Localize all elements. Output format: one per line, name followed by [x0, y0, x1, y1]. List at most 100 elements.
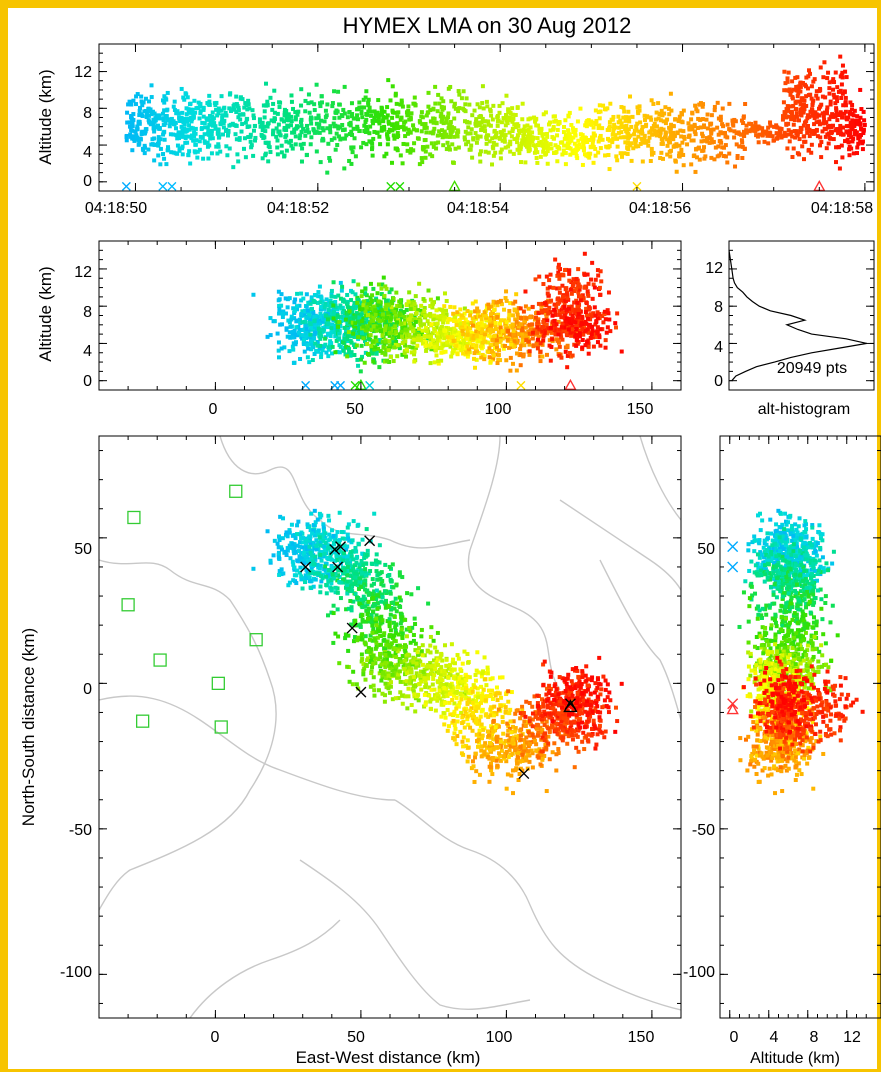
ew-altitude-point	[277, 303, 282, 308]
time-altitude-point	[368, 124, 373, 129]
time-altitude-point	[727, 101, 732, 106]
ew-altitude-point	[472, 351, 477, 356]
ew-altitude-point	[307, 312, 312, 317]
time-altitude-point	[692, 153, 697, 158]
ew-altitude-point	[503, 335, 508, 340]
time-altitude-point	[364, 142, 369, 147]
ew-altitude-point	[554, 322, 559, 327]
time-tick-label-3: 04:18:56	[629, 200, 691, 217]
time-altitude-point	[742, 146, 747, 151]
ew-altitude-point	[333, 299, 338, 304]
ew-altitude-point	[366, 313, 371, 318]
ew-altitude-point	[578, 298, 583, 303]
ew-altitude-point	[340, 284, 345, 289]
time-altitude-point	[628, 94, 633, 99]
time-altitude-point	[503, 145, 508, 150]
ew-altitude-point	[504, 320, 509, 325]
time-altitude-point	[791, 87, 796, 92]
ew-altitude-point	[294, 325, 299, 330]
time-altitude-point	[694, 107, 699, 112]
ew-altitude-point	[535, 330, 540, 335]
ew-altitude-point	[573, 308, 578, 313]
time-altitude-point	[309, 135, 314, 140]
ew-altitude-point	[291, 347, 296, 352]
ew-altitude-point	[406, 317, 411, 322]
ew-altitude-point	[359, 331, 364, 336]
time-altitude-point	[203, 140, 208, 145]
ew-altitude-point	[392, 309, 397, 314]
time-altitude-point	[820, 111, 825, 116]
time-altitude-point	[838, 110, 843, 115]
time-altitude-point	[188, 161, 193, 166]
ew-altitude-point	[323, 301, 328, 306]
time-altitude-point	[772, 124, 777, 129]
time-altitude-point	[201, 114, 206, 119]
ew-altitude-point	[416, 328, 421, 333]
time-altitude-point	[431, 116, 436, 121]
ew-altitude-point	[279, 346, 284, 351]
plan-view-point	[287, 528, 292, 533]
ew-altitude-point	[354, 311, 359, 316]
time-altitude-point	[488, 123, 493, 128]
ew-altitude-point	[556, 301, 561, 306]
plan-view-point	[360, 579, 365, 584]
time-altitude-point	[566, 114, 571, 119]
ew-altitude-point	[356, 335, 361, 340]
ew-altitude-point	[470, 323, 475, 328]
ew-altitude-point	[300, 327, 305, 332]
ew-altitude-point	[463, 350, 468, 355]
time-altitude-point	[720, 145, 725, 150]
ew-altitude-point	[402, 314, 407, 319]
time-altitude-point	[351, 126, 356, 131]
ew-altitude-point	[361, 336, 366, 341]
plan-view-point	[330, 565, 335, 570]
time-altitude-point	[846, 140, 851, 145]
time-altitude-point	[224, 127, 229, 132]
time-altitude-point	[462, 119, 467, 124]
ew-altitude-point	[510, 325, 515, 330]
time-altitude-point	[568, 138, 573, 143]
ew-altitude-point	[474, 334, 479, 339]
ew-altitude-point	[329, 330, 334, 335]
time-altitude-point	[709, 129, 714, 134]
ew-altitude-point	[304, 327, 309, 332]
time-altitude-point	[760, 132, 765, 137]
ew-altitude-point	[389, 287, 394, 292]
time-altitude-point	[205, 140, 210, 145]
p1-ytick-0: 0	[83, 173, 92, 190]
time-altitude-point	[590, 135, 595, 140]
ew-altitude-point	[562, 315, 567, 320]
ew-altitude-point	[560, 283, 565, 288]
ew-altitude-point	[356, 282, 361, 287]
time-altitude-point	[338, 137, 343, 142]
time-altitude-point	[236, 115, 241, 120]
time-altitude-point	[838, 54, 843, 59]
ew-altitude-point	[459, 315, 464, 320]
ew-altitude-point	[486, 302, 491, 307]
ew-altitude-point	[319, 318, 324, 323]
time-altitude-point	[791, 114, 796, 119]
time-altitude-point	[444, 134, 449, 139]
ew-altitude-point	[574, 276, 579, 281]
ew-altitude-point	[435, 342, 440, 347]
ew-altitude-point	[385, 315, 390, 320]
time-altitude-point	[390, 84, 395, 89]
ew-altitude-point	[359, 357, 364, 362]
ew-altitude-point	[489, 304, 494, 309]
time-altitude-point	[165, 90, 170, 95]
time-altitude-point	[855, 114, 860, 119]
ew-altitude-point	[383, 313, 388, 318]
ew-altitude-point	[310, 343, 315, 348]
ew-altitude-point	[573, 334, 578, 339]
time-altitude-point	[690, 127, 695, 132]
ew-altitude-point	[376, 282, 381, 287]
ew-altitude-point	[485, 327, 490, 332]
ew-altitude-point	[580, 322, 585, 327]
time-altitude-point	[395, 148, 400, 153]
time-altitude-point	[228, 91, 233, 96]
time-altitude-point	[459, 96, 464, 101]
time-altitude-point	[582, 152, 587, 157]
ew-altitude-point	[439, 358, 444, 363]
time-altitude-point	[406, 112, 411, 117]
ew-altitude-point	[375, 317, 380, 322]
